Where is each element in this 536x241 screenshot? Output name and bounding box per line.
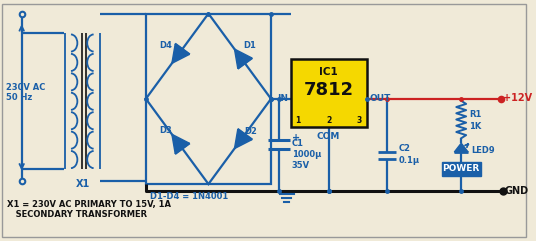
Polygon shape xyxy=(172,44,190,63)
Polygon shape xyxy=(234,129,252,149)
Bar xyxy=(146,13,271,184)
Text: OUT: OUT xyxy=(369,94,391,103)
Bar xyxy=(442,162,481,176)
Text: X1 = 230V AC PRIMARY TO 15V, 1A: X1 = 230V AC PRIMARY TO 15V, 1A xyxy=(7,200,171,209)
Text: COM: COM xyxy=(317,132,340,141)
Text: D4: D4 xyxy=(159,41,172,50)
Text: R1
1K: R1 1K xyxy=(469,110,481,131)
Text: D2: D2 xyxy=(244,127,257,136)
Text: 7812: 7812 xyxy=(303,81,354,100)
Text: X1: X1 xyxy=(76,179,90,189)
Text: SECONDARY TRANSFORMER: SECONDARY TRANSFORMER xyxy=(7,210,147,219)
Text: LED9: LED9 xyxy=(471,146,495,155)
Text: C2
0.1µ: C2 0.1µ xyxy=(398,144,419,165)
Text: 2: 2 xyxy=(326,115,331,125)
Text: +: + xyxy=(292,133,300,143)
Text: IC1: IC1 xyxy=(319,67,338,77)
Polygon shape xyxy=(455,143,468,152)
Bar xyxy=(291,59,367,127)
Text: POWER: POWER xyxy=(443,164,480,173)
Text: 230V AC
50 Hz: 230V AC 50 Hz xyxy=(6,83,45,102)
Polygon shape xyxy=(234,49,252,69)
Text: D3: D3 xyxy=(159,126,172,135)
Text: 3: 3 xyxy=(356,115,362,125)
Text: GND: GND xyxy=(504,186,528,196)
Text: C1
1000µ
35V: C1 1000µ 35V xyxy=(292,139,321,170)
Text: D1-D4 = 1N4001: D1-D4 = 1N4001 xyxy=(150,192,228,201)
Text: 1: 1 xyxy=(296,115,301,125)
Text: D1: D1 xyxy=(243,41,256,50)
Polygon shape xyxy=(172,134,190,154)
Text: +12V: +12V xyxy=(503,93,532,103)
Text: IN: IN xyxy=(277,94,288,103)
